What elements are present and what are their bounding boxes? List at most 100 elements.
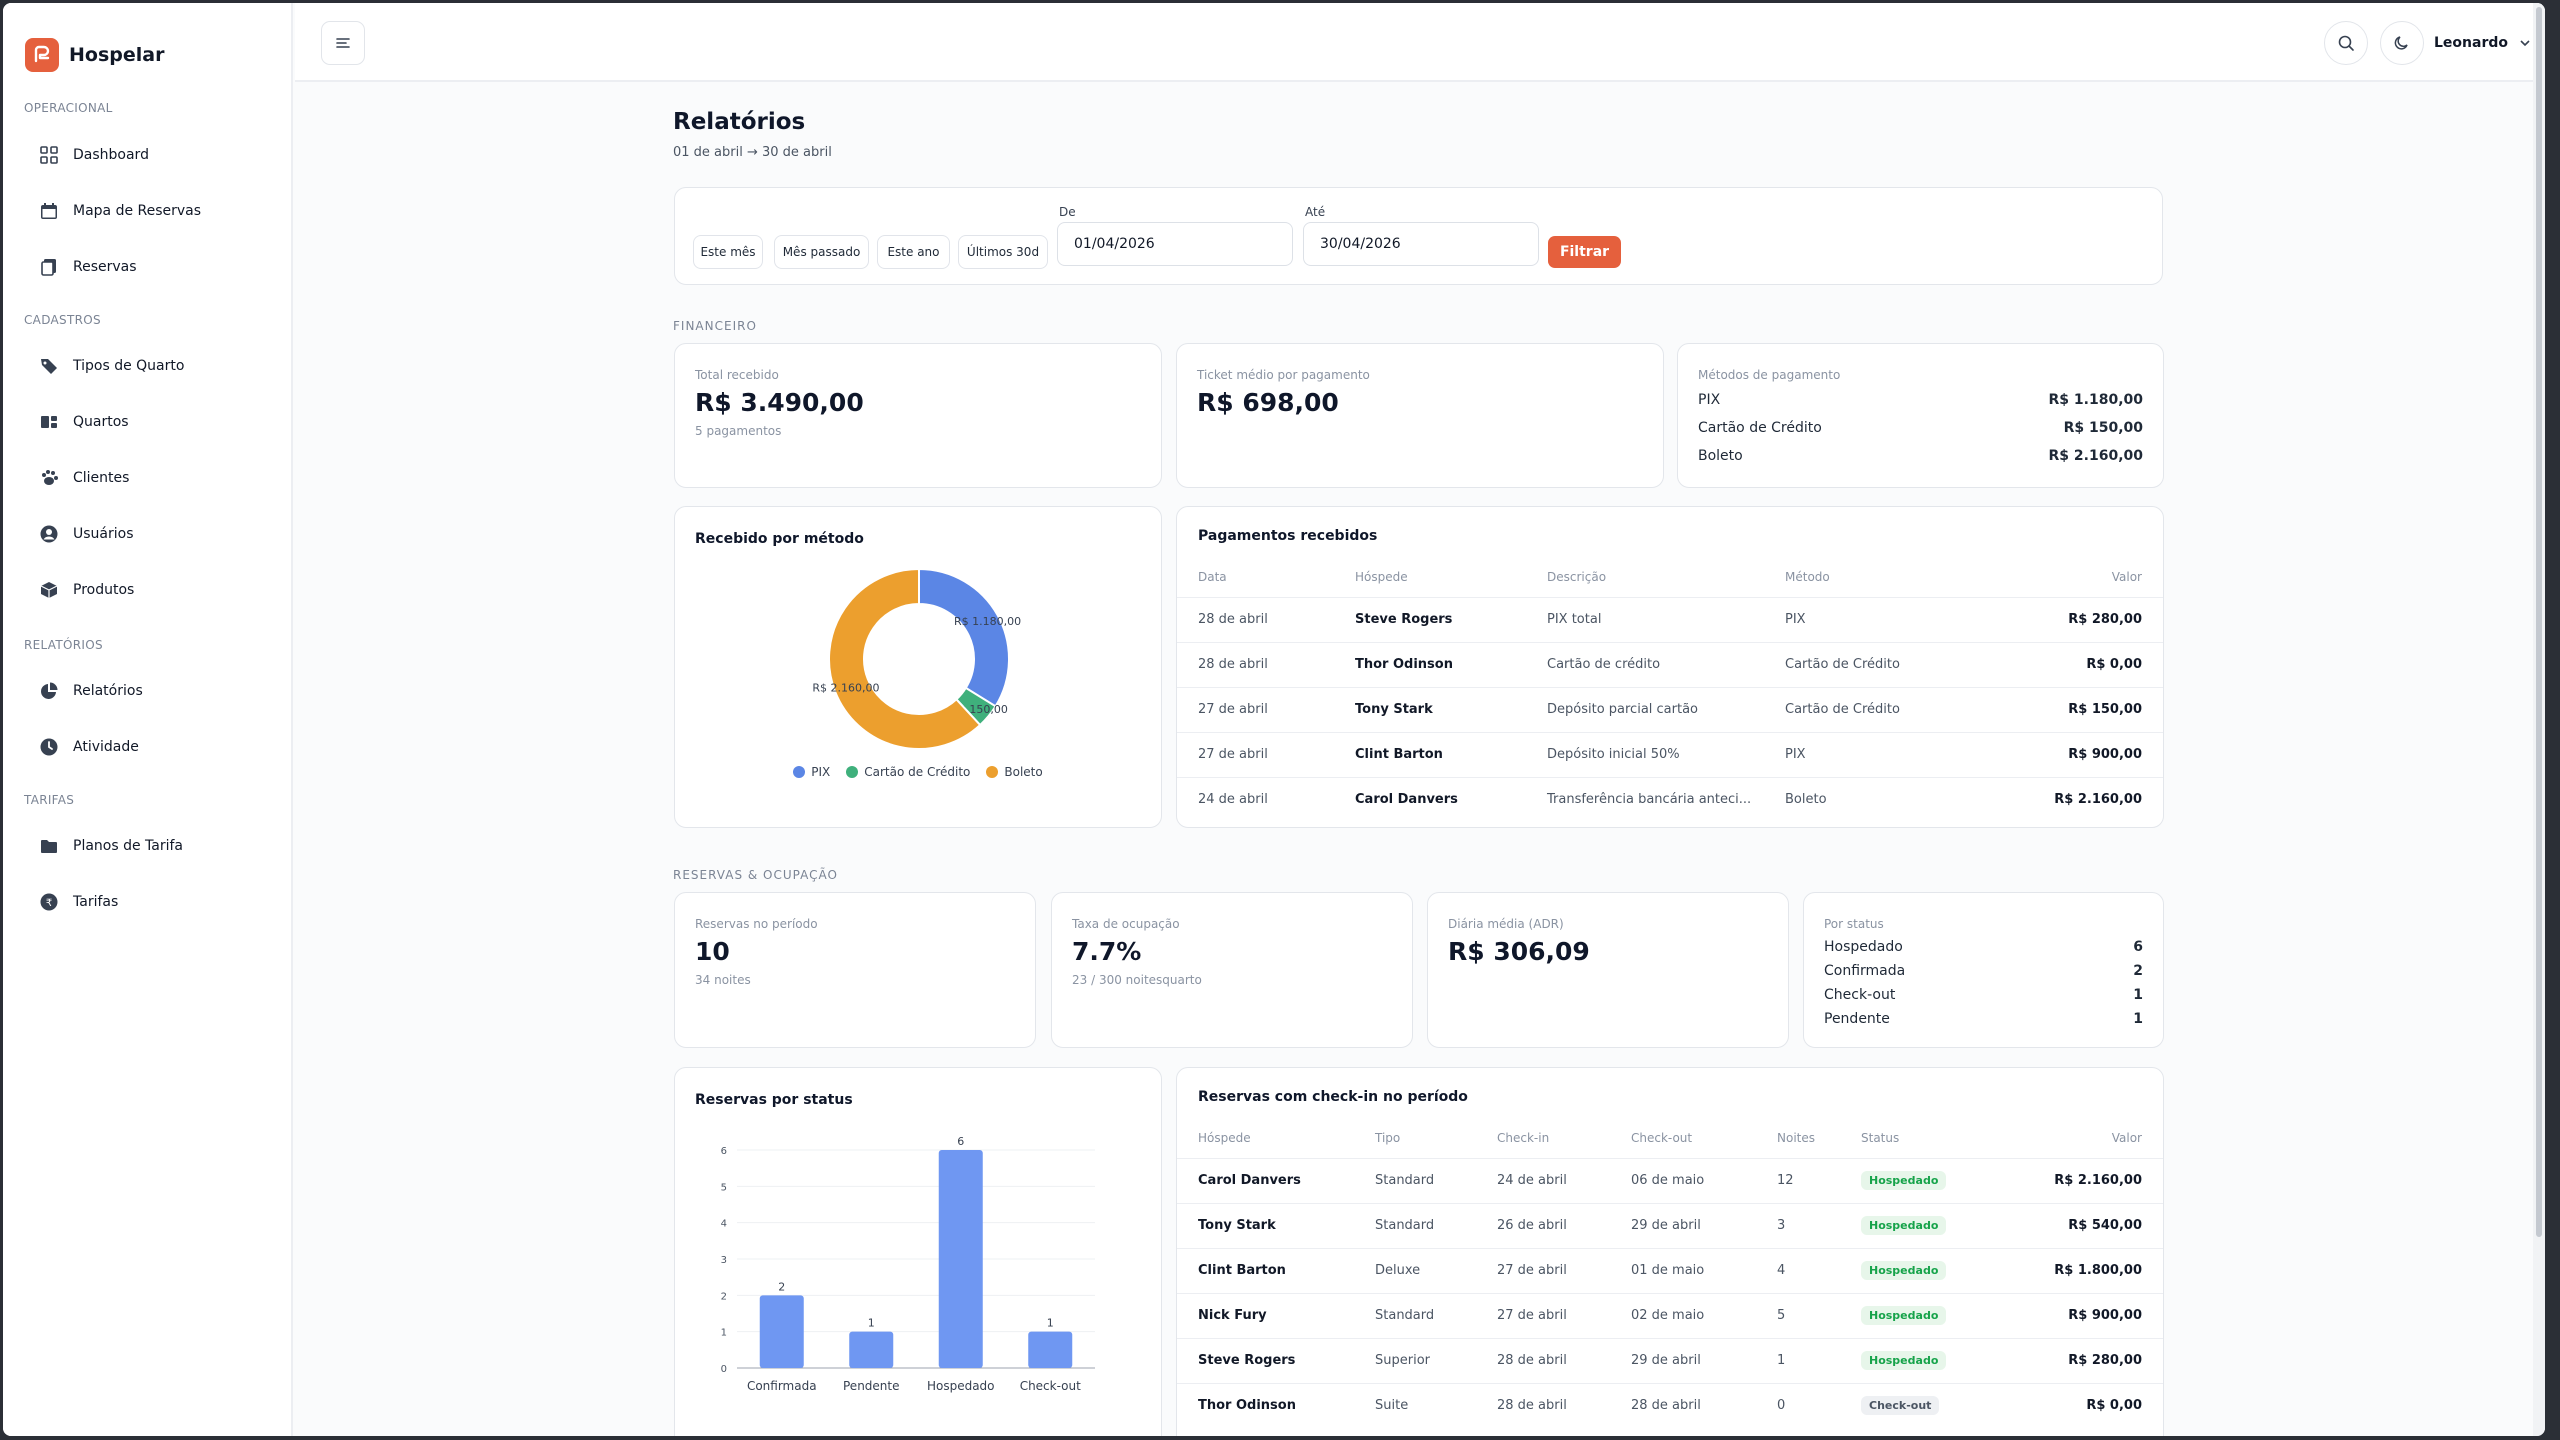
x-tick-label: Pendente — [843, 1379, 900, 1393]
sidebar-item-quartos[interactable]: Quartos — [19, 400, 277, 444]
total-received-sub: 5 pagamentos — [695, 424, 782, 438]
col-header: Hóspede — [1198, 1130, 1251, 1145]
col-header: Valor — [2111, 1130, 2142, 1145]
cell-description: Depósito parcial cartão — [1547, 686, 1785, 732]
svg-text:₹: ₹ — [46, 898, 52, 909]
status-name: Hospedado — [1824, 939, 1903, 955]
menu-toggle-button[interactable] — [321, 21, 365, 65]
cell-nights: 12 — [1777, 1157, 1861, 1203]
sidebar-item-label: Reservas — [73, 259, 137, 275]
checkin-row[interactable]: Steve Rogers Superior 28 de abril 29 de abr… — [1177, 1337, 2163, 1383]
sidebar-item-label: Quartos — [73, 414, 129, 430]
method-value: R$ 150,00 — [2063, 420, 2143, 436]
pie-icon — [41, 682, 58, 699]
legend-swatch — [986, 766, 999, 778]
bar-chart-card: Reservas por status 0 1 2 3 4 5 6 2 Confirmada 1 P… — [674, 1067, 1162, 1436]
bar-check-out[interactable] — [1028, 1331, 1073, 1368]
sidebar-item-tarifas[interactable]: ₹ Tarifas — [19, 880, 277, 924]
payment-row[interactable]: 27 de abril Clint Barton Depósito inicial … — [1177, 731, 2163, 777]
sidebar-item-reservas[interactable]: Reservas — [19, 245, 277, 289]
bar-chart: 0 1 2 3 4 5 6 2 Confirmada 1 Pendente 6 Hospedado 1 Ch… — [721, 1135, 1095, 1393]
copy-icon — [41, 259, 56, 276]
scrollbar-track[interactable] — [2533, 3, 2545, 1436]
legend-swatch — [846, 766, 859, 778]
payment-row[interactable]: 28 de abril Steve Rogers PIX total PIX R$ 28… — [1177, 596, 2163, 642]
checkin-row[interactable]: Nick Fury Standard 27 de abril 02 de maio 5 H… — [1177, 1292, 2163, 1338]
cell-checkin: 27 de abril — [1497, 1247, 1631, 1293]
legend-pix[interactable]: PIX — [793, 765, 830, 779]
cell-status: Hospedado — [1861, 1202, 2011, 1248]
filter-button[interactable]: Filtrar — [1548, 236, 1621, 268]
sidebar-item-planos-de-tarifa[interactable]: Planos de Tarifa — [19, 824, 277, 868]
user-menu[interactable]: Leonardo — [2434, 3, 2532, 82]
y-tick-label: 4 — [721, 1219, 727, 1230]
cell-date: 27 de abril — [1177, 686, 1355, 732]
scrollbar-thumb[interactable] — [2536, 7, 2542, 1237]
legend-credit[interactable]: Cartão de Crédito — [846, 765, 970, 779]
sidebar-item-label: Atividade — [73, 739, 139, 755]
legend-boleto[interactable]: Boleto — [986, 765, 1043, 779]
cell-checkin: 26 de abril — [1497, 1202, 1631, 1248]
to-date-input[interactable]: 30/04/2026 — [1303, 222, 1539, 266]
app-name: Hospelar — [69, 44, 165, 66]
cell-status: Hospedado — [1861, 1337, 2011, 1383]
donut-slice-boleto[interactable] — [828, 567, 982, 750]
checkin-row[interactable]: Tony Stark Standard 26 de abril 29 de abril… — [1177, 1202, 2163, 1248]
cell-type: Superior — [1375, 1337, 1497, 1383]
x-tick-label: Hospedado — [927, 1379, 995, 1393]
search-icon — [2338, 35, 2354, 51]
sidebar-item-clientes[interactable]: Clientes — [19, 456, 277, 500]
payment-row[interactable]: 28 de abril Thor Odinson Cartão de crédito… — [1177, 641, 2163, 687]
sidebar-item-relatorios[interactable]: Relatórios — [19, 669, 277, 713]
cell-date: 24 de abril — [1177, 776, 1355, 822]
preset-mes-passado[interactable]: Mês passado — [774, 235, 869, 269]
preset-ultimos-30d[interactable]: Últimos 30d — [958, 235, 1048, 269]
sidebar-item-mapa-de-reservas[interactable]: Mapa de Reservas — [19, 189, 277, 233]
from-date-input[interactable]: 01/04/2026 — [1057, 222, 1293, 266]
search-button[interactable] — [2324, 21, 2368, 65]
y-tick-label: 1 — [721, 1328, 727, 1339]
donut-data-label: R$ 1.180,00 — [954, 615, 1021, 628]
cell-status: Hospedado — [1861, 1247, 2011, 1293]
checkins-card: Reservas com check-in no período Hóspede… — [1176, 1067, 2164, 1436]
x-tick-label: Confirmada — [747, 1379, 817, 1393]
section-relatorios: RELATÓRIOS — [24, 638, 103, 652]
section-cadastros: CADASTROS — [24, 313, 101, 327]
theme-toggle-button[interactable] — [2380, 21, 2424, 65]
donut-slice-pix[interactable] — [918, 567, 1010, 708]
checkin-row[interactable]: Carol Danvers Standard 24 de abril 06 de ma… — [1177, 1157, 2163, 1203]
bar-pendente[interactable] — [849, 1331, 894, 1368]
sidebar-item-usuarios[interactable]: Usuários — [19, 512, 277, 556]
moon-icon — [2394, 36, 2408, 50]
legend-label: Cartão de Crédito — [864, 765, 971, 779]
bar-data-label: 1 — [1047, 1317, 1054, 1330]
sidebar-item-tipos-de-quarto[interactable]: Tipos de Quarto — [19, 344, 277, 388]
checkin-row[interactable]: Thor Odinson Suite 28 de abril 28 de abril 0… — [1177, 1382, 2163, 1428]
app-logo[interactable]: Hospelar — [25, 38, 164, 72]
sidebar-item-produtos[interactable]: Produtos — [19, 568, 277, 612]
status-badge: Hospedado — [1861, 1261, 1947, 1280]
cell-status: Check-out — [1861, 1382, 2011, 1428]
y-tick-label: 2 — [721, 1291, 727, 1302]
payment-row[interactable]: 27 de abril Tony Stark Depósito parcial ca… — [1177, 686, 2163, 732]
cell-guest: Nick Fury — [1177, 1292, 1375, 1338]
preset-este-ano[interactable]: Este ano — [877, 235, 950, 269]
bar-hospedado[interactable] — [938, 1150, 983, 1368]
sidebar-item-dashboard[interactable]: Dashboard — [19, 133, 277, 177]
status-value: 1 — [2133, 987, 2143, 1003]
preset-este-mes[interactable]: Este mês — [693, 235, 763, 269]
status-value: 6 — [2133, 939, 2143, 955]
col-header: Valor — [2111, 569, 2142, 584]
tag-icon — [41, 359, 57, 374]
cell-guest: Steve Rogers — [1177, 1337, 1375, 1383]
method-row-pix: PIX R$ 1.180,00 — [1698, 392, 2143, 408]
payment-row[interactable]: 24 de abril Carol Danvers Transferência ba… — [1177, 776, 2163, 822]
bar-confirmada[interactable] — [759, 1295, 804, 1368]
sidebar-item-label: Planos de Tarifa — [73, 838, 184, 854]
cell-method: Boleto — [1785, 776, 1985, 822]
col-header: Status — [1861, 1130, 1900, 1145]
cell-value: R$ 150,00 — [1985, 686, 2163, 732]
checkin-row[interactable]: Clint Barton Deluxe 27 de abril 01 de maio 4… — [1177, 1247, 2163, 1293]
sidebar-item-atividade[interactable]: Atividade — [19, 725, 277, 769]
section-financeiro: FINANCEIRO — [673, 319, 757, 333]
